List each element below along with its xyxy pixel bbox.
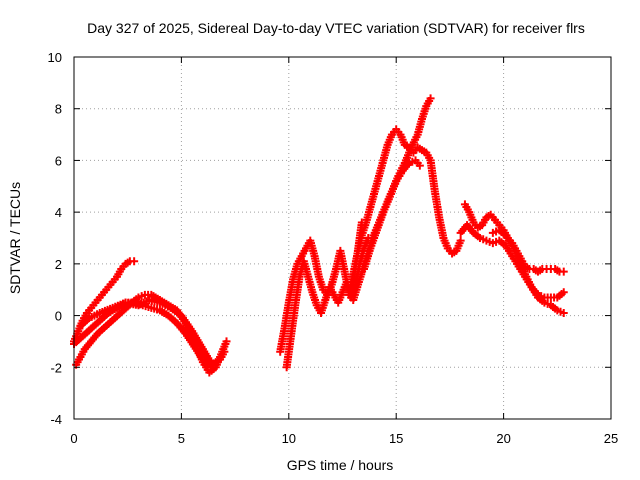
y-axis-label: SDTVAR / TECUs (7, 182, 23, 294)
x-tick-label: 5 (178, 431, 185, 446)
x-tick-label: 10 (282, 431, 296, 446)
plot-border (73, 56, 612, 420)
data-point (559, 288, 568, 297)
y-tick-label: 6 (55, 153, 62, 168)
y-tick-label: -4 (50, 412, 62, 427)
x-tick-label: 25 (604, 431, 618, 446)
axis-ticks: 0 5 10 15 20 25 -4 -2 0 2 4 6 8 10 (48, 50, 619, 446)
chart-title: Day 327 of 2025, Sidereal Day-to-day VTE… (87, 20, 585, 36)
data-point (559, 267, 568, 276)
y-tick-label: 8 (55, 102, 62, 117)
data-point (130, 257, 139, 266)
data-point (456, 236, 465, 245)
y-tick-label: -2 (50, 360, 62, 375)
data-point (220, 347, 229, 356)
x-tick-label: 15 (389, 431, 403, 446)
x-tick-label: 20 (496, 431, 510, 446)
y-tick-label: 10 (48, 50, 62, 65)
x-axis-label: GPS time / hours (287, 457, 394, 473)
y-tick-label: 4 (55, 205, 62, 220)
data-point (559, 308, 568, 317)
data-points (70, 94, 568, 377)
data-point (209, 363, 218, 372)
x-tick-label: 0 (70, 431, 77, 446)
y-tick-label: 2 (55, 257, 62, 272)
grid (74, 57, 611, 419)
data-point (415, 161, 424, 170)
data-point (426, 94, 435, 103)
y-tick-label: 0 (55, 309, 62, 324)
data-point (222, 337, 231, 346)
